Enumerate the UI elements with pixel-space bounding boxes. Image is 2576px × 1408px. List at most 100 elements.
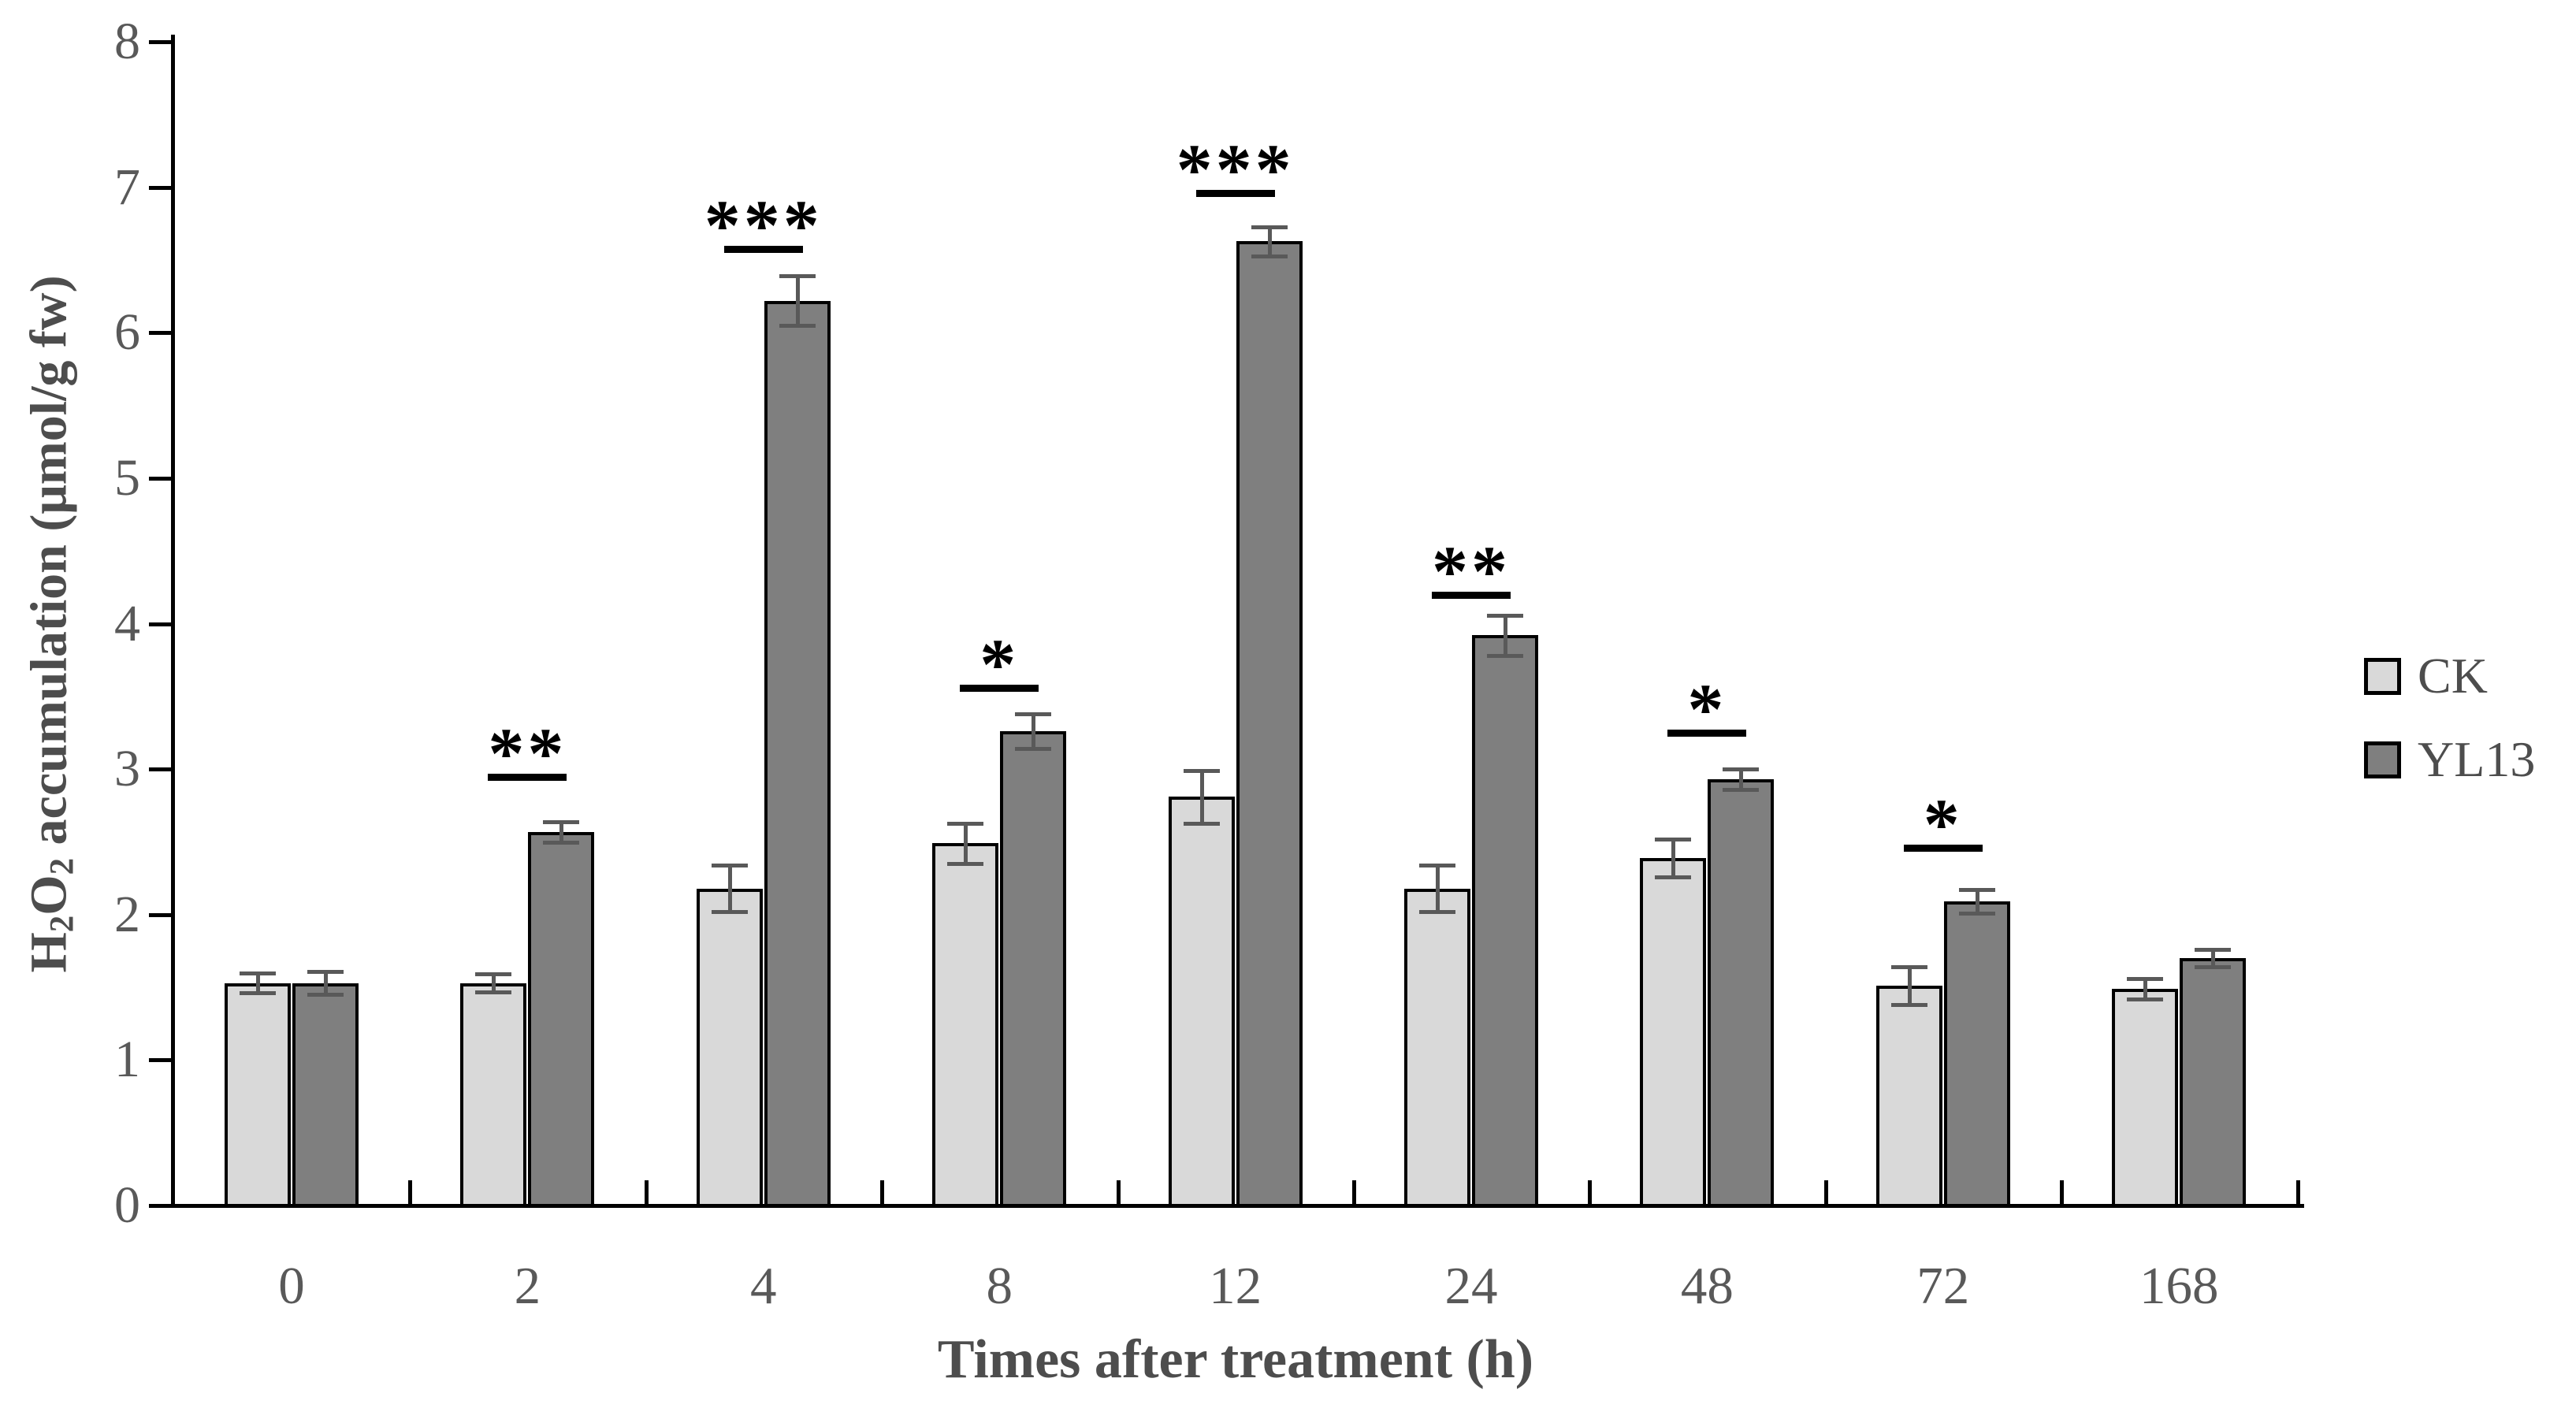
legend-label-yl13: YL13 xyxy=(2418,731,2536,787)
error-bar-cap-top xyxy=(1958,888,1995,893)
x-axis-tick-label: 4 xyxy=(750,1257,777,1315)
bar-ck-24h xyxy=(1404,888,1470,1207)
error-bar-cap-bottom xyxy=(1183,821,1220,826)
error-bar-cap-top xyxy=(543,819,580,824)
significance-line-2h xyxy=(488,773,567,781)
y-axis-tick xyxy=(149,1204,171,1208)
y-axis-tick-label: 8 xyxy=(114,13,140,71)
error-bar-cap-bottom xyxy=(1890,1003,1927,1008)
error-bar-cap-top xyxy=(711,864,748,868)
error-bar-cap-bottom xyxy=(1015,747,1052,752)
y-axis-tick xyxy=(149,40,171,45)
y-axis-tick xyxy=(149,477,171,481)
x-axis-tick-label: 168 xyxy=(2139,1257,2219,1315)
bar-ck-2h xyxy=(460,983,527,1207)
x-axis-tick xyxy=(2295,1180,2300,1204)
bar-yl13-4h xyxy=(764,300,831,1207)
significance-stars-48h: * xyxy=(1687,669,1727,750)
y-axis-tick-label: 2 xyxy=(114,885,140,943)
y-axis-tick xyxy=(149,622,171,626)
x-axis-tick-label: 48 xyxy=(1680,1257,1734,1315)
error-bar-cap-top xyxy=(1419,864,1455,868)
error-bar-cap-top xyxy=(2195,948,2232,953)
y-axis-title-subscript: 2 xyxy=(43,857,81,875)
bar-yl13-0h xyxy=(292,983,359,1207)
bar-yl13-48h xyxy=(1708,779,1775,1207)
significance-line-24h xyxy=(1432,591,1511,599)
x-axis-title: Times after treatment (h) xyxy=(937,1329,1534,1390)
bar-ck-48h xyxy=(1640,857,1707,1207)
error-bar-yl13-72h xyxy=(1975,890,1979,913)
y-axis-tick xyxy=(149,331,171,336)
significance-stars-72h: * xyxy=(1923,784,1963,865)
x-axis-tick xyxy=(880,1180,885,1204)
x-axis-tick-label: 12 xyxy=(1209,1257,1262,1315)
error-bar-cap-bottom xyxy=(1655,875,1692,879)
significance-line-12h xyxy=(1195,190,1275,198)
x-axis-tick-label: 0 xyxy=(278,1257,305,1315)
y-axis-tick-label: 1 xyxy=(114,1031,140,1089)
y-axis-tick-label: 5 xyxy=(114,449,140,507)
error-bar-ck-168h xyxy=(2143,979,2148,999)
error-bar-cap-bottom xyxy=(543,840,580,845)
error-bar-yl13-2h xyxy=(559,821,564,842)
significance-stars-12h: *** xyxy=(1176,129,1295,210)
significance-stars-24h: ** xyxy=(1432,530,1511,611)
significance-stars-4h: *** xyxy=(704,184,823,266)
x-axis-tick xyxy=(2060,1180,2065,1204)
x-axis-tick-label: 72 xyxy=(1916,1257,1970,1315)
error-bar-cap-top xyxy=(2127,977,2164,982)
error-bar-cap-top xyxy=(1251,225,1288,229)
error-bar-yl13-8h xyxy=(1032,714,1036,749)
y-axis-tick-label: 0 xyxy=(114,1176,140,1234)
legend-swatch-yl13 xyxy=(2364,741,2401,778)
error-bar-cap-top xyxy=(1655,837,1692,841)
bar-ck-72h xyxy=(1875,986,1942,1207)
significance-line-4h xyxy=(723,245,803,253)
y-axis-tick xyxy=(149,185,171,190)
bar-ck-0h xyxy=(225,983,291,1207)
error-bar-ck-0h xyxy=(256,972,260,994)
error-bar-ck-12h xyxy=(1199,771,1204,823)
error-bar-ck-72h xyxy=(1907,967,1912,1005)
error-bar-cap-top xyxy=(1487,613,1523,618)
error-bar-cap-top xyxy=(1183,769,1220,774)
error-bar-yl13-48h xyxy=(1739,769,1744,790)
y-axis-tick-label: 3 xyxy=(114,740,140,798)
bar-yl13-2h xyxy=(528,831,595,1207)
bar-ck-12h xyxy=(1168,797,1235,1207)
significance-stars-8h: * xyxy=(979,624,1020,705)
error-bar-yl13-0h xyxy=(324,971,328,995)
x-axis-tick xyxy=(1823,1180,1828,1204)
bar-yl13-24h xyxy=(1472,635,1538,1207)
error-bar-yl13-12h xyxy=(1267,226,1272,256)
error-bar-cap-bottom xyxy=(947,862,984,867)
bar-yl13-12h xyxy=(1236,241,1303,1207)
y-axis-tick-label: 4 xyxy=(114,594,140,652)
error-bar-cap-bottom xyxy=(1958,911,1995,916)
y-axis-tick xyxy=(149,767,171,772)
error-bar-cap-bottom xyxy=(240,991,276,996)
error-bar-yl13-168h xyxy=(2211,949,2216,968)
error-bar-cap-bottom xyxy=(1251,254,1288,258)
y-axis-tick-label: 6 xyxy=(114,303,140,362)
error-bar-cap-bottom xyxy=(1723,788,1760,793)
error-bar-cap-bottom xyxy=(1487,654,1523,659)
error-bar-cap-bottom xyxy=(711,910,748,915)
error-bar-cap-bottom xyxy=(2127,997,2164,1001)
bar-yl13-72h xyxy=(1943,901,2010,1207)
error-bar-cap-bottom xyxy=(2195,965,2232,970)
error-bar-cap-top xyxy=(1015,712,1052,717)
bar-ck-8h xyxy=(932,843,999,1207)
error-bar-ck-2h xyxy=(492,974,496,992)
error-bar-cap-bottom xyxy=(475,990,512,994)
bar-yl13-168h xyxy=(2180,958,2247,1207)
x-axis-tick xyxy=(1588,1180,1593,1204)
error-bar-cap-top xyxy=(947,821,984,826)
error-bar-cap-top xyxy=(240,971,276,975)
error-bar-ck-48h xyxy=(1671,838,1676,877)
x-axis-tick xyxy=(644,1180,649,1204)
error-bar-cap-top xyxy=(1890,965,1927,970)
error-bar-cap-top xyxy=(307,969,344,974)
